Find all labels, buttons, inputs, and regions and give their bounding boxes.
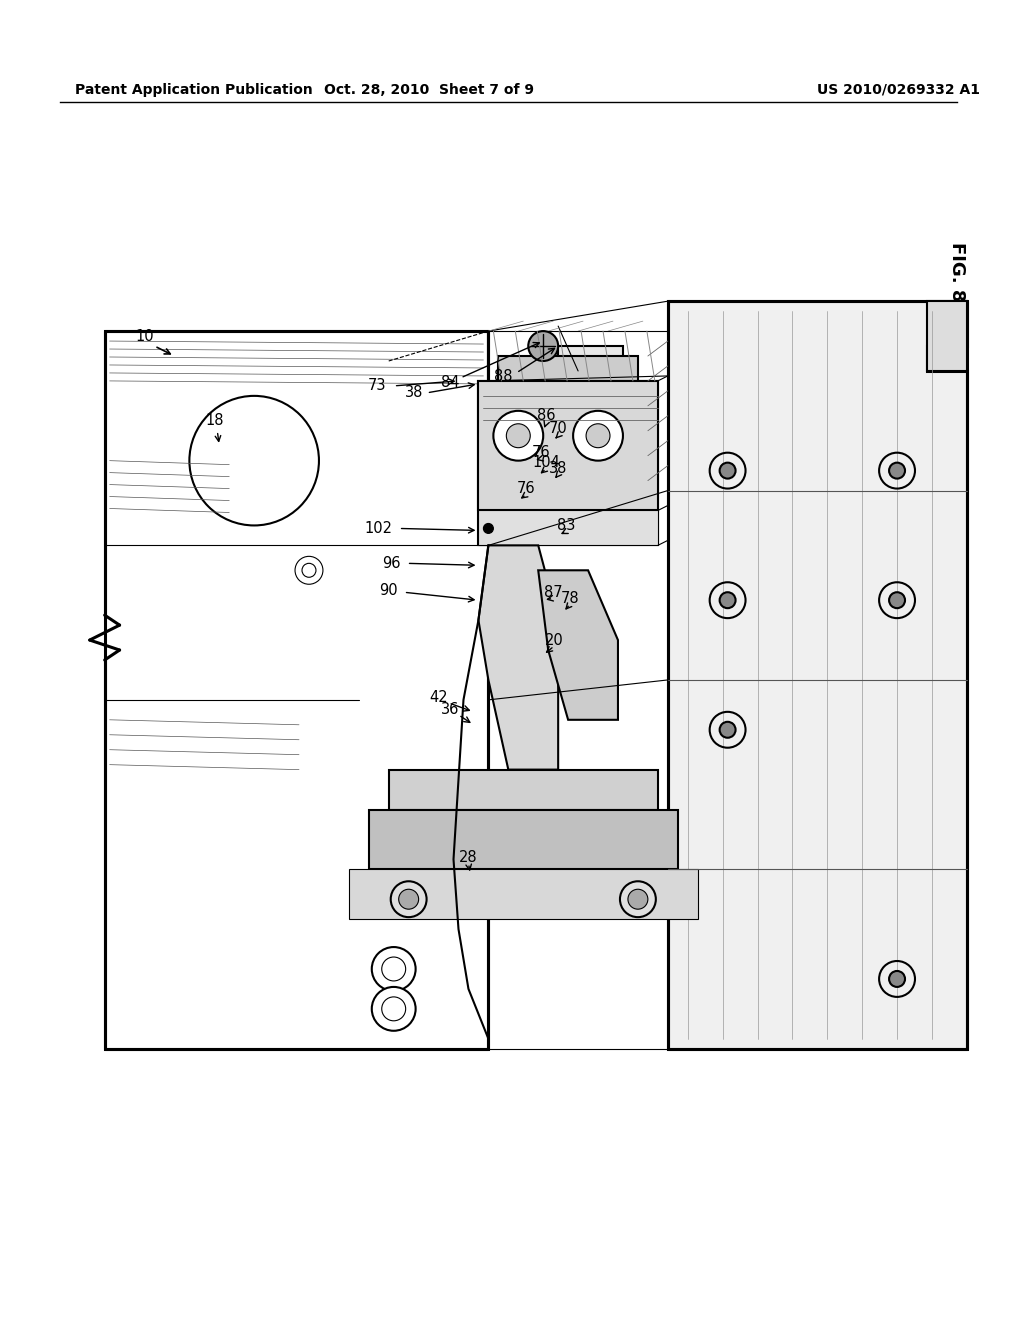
Text: 38: 38: [404, 385, 423, 400]
Circle shape: [586, 424, 610, 447]
Circle shape: [720, 722, 735, 738]
Polygon shape: [478, 511, 657, 545]
Text: 18: 18: [205, 413, 223, 428]
Polygon shape: [369, 809, 678, 870]
Text: 70: 70: [549, 421, 567, 437]
Text: US 2010/0269332 A1: US 2010/0269332 A1: [817, 83, 980, 96]
Polygon shape: [927, 301, 967, 371]
Polygon shape: [478, 381, 657, 511]
Text: 86: 86: [537, 408, 555, 424]
Text: 90: 90: [380, 582, 398, 598]
Text: 76: 76: [531, 445, 551, 461]
Polygon shape: [349, 870, 697, 919]
Text: 87: 87: [544, 585, 562, 599]
Text: 84: 84: [441, 375, 460, 391]
Circle shape: [620, 882, 655, 917]
Text: 10: 10: [135, 329, 154, 343]
Text: 76: 76: [517, 480, 536, 496]
Text: 38: 38: [549, 461, 567, 477]
Circle shape: [372, 987, 416, 1031]
Circle shape: [494, 411, 543, 461]
Text: Patent Application Publication: Patent Application Publication: [75, 83, 312, 96]
Circle shape: [720, 462, 735, 479]
Circle shape: [506, 424, 530, 447]
Circle shape: [889, 462, 905, 479]
Circle shape: [720, 593, 735, 609]
Circle shape: [398, 890, 419, 909]
Polygon shape: [539, 570, 617, 719]
Polygon shape: [478, 346, 657, 545]
Circle shape: [573, 411, 623, 461]
Text: 42: 42: [429, 690, 447, 705]
Text: 28: 28: [459, 850, 478, 865]
Text: 88: 88: [495, 370, 513, 384]
Text: 73: 73: [368, 379, 386, 393]
Polygon shape: [478, 545, 558, 770]
Text: 96: 96: [382, 556, 401, 570]
Circle shape: [391, 882, 427, 917]
Circle shape: [528, 331, 558, 360]
Circle shape: [889, 593, 905, 609]
Circle shape: [372, 946, 416, 991]
Bar: [499, 356, 638, 381]
Text: 20: 20: [545, 632, 563, 648]
Text: 104: 104: [532, 455, 560, 470]
Text: FIG. 8: FIG. 8: [948, 242, 966, 301]
Text: 102: 102: [365, 521, 393, 536]
Polygon shape: [389, 770, 657, 809]
Circle shape: [628, 890, 648, 909]
Text: 36: 36: [441, 702, 460, 717]
Circle shape: [483, 524, 494, 533]
Text: 78: 78: [561, 591, 580, 606]
Circle shape: [889, 972, 905, 987]
Text: 83: 83: [557, 517, 575, 533]
Text: Oct. 28, 2010  Sheet 7 of 9: Oct. 28, 2010 Sheet 7 of 9: [324, 83, 534, 96]
Polygon shape: [668, 301, 967, 1048]
